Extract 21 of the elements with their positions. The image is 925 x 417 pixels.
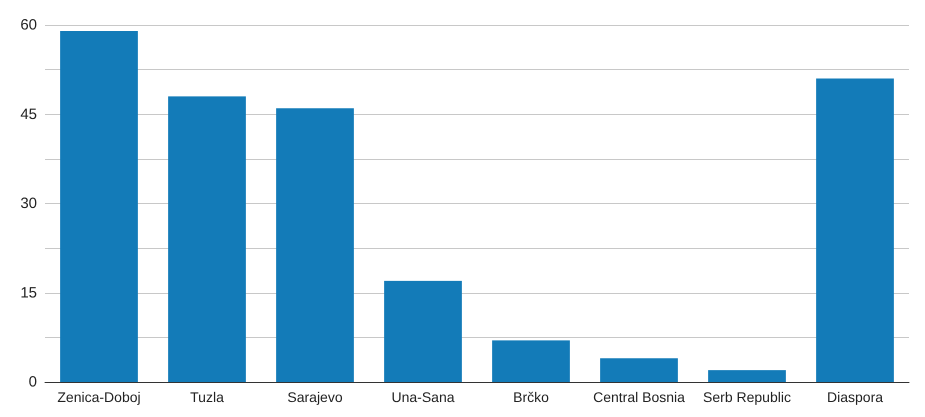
x-tick-label: Serb Republic xyxy=(703,389,791,405)
y-tick-label: 60 xyxy=(20,16,37,34)
x-tick-label: Central Bosnia xyxy=(593,389,686,405)
x-tick-label: Brčko xyxy=(513,389,550,405)
x-tick-label: Diaspora xyxy=(826,389,884,405)
bar xyxy=(600,358,678,382)
x-tick-label: Una-Sana xyxy=(391,389,455,405)
bar xyxy=(60,30,138,382)
y-tick-label: 30 xyxy=(20,195,37,212)
x-tick-label: Zenica-Doboj xyxy=(57,389,141,405)
bar xyxy=(492,340,570,382)
bar xyxy=(384,280,462,382)
bar xyxy=(708,370,786,382)
y-tick-label: 0 xyxy=(28,374,37,390)
y-tick-label: 15 xyxy=(20,284,37,302)
x-tick-label: Tuzla xyxy=(190,389,224,405)
bar xyxy=(816,78,894,382)
x-tick-label: Sarajevo xyxy=(287,389,343,405)
y-tick-label: 45 xyxy=(20,106,37,123)
bar xyxy=(276,108,354,382)
bar xyxy=(168,96,246,382)
